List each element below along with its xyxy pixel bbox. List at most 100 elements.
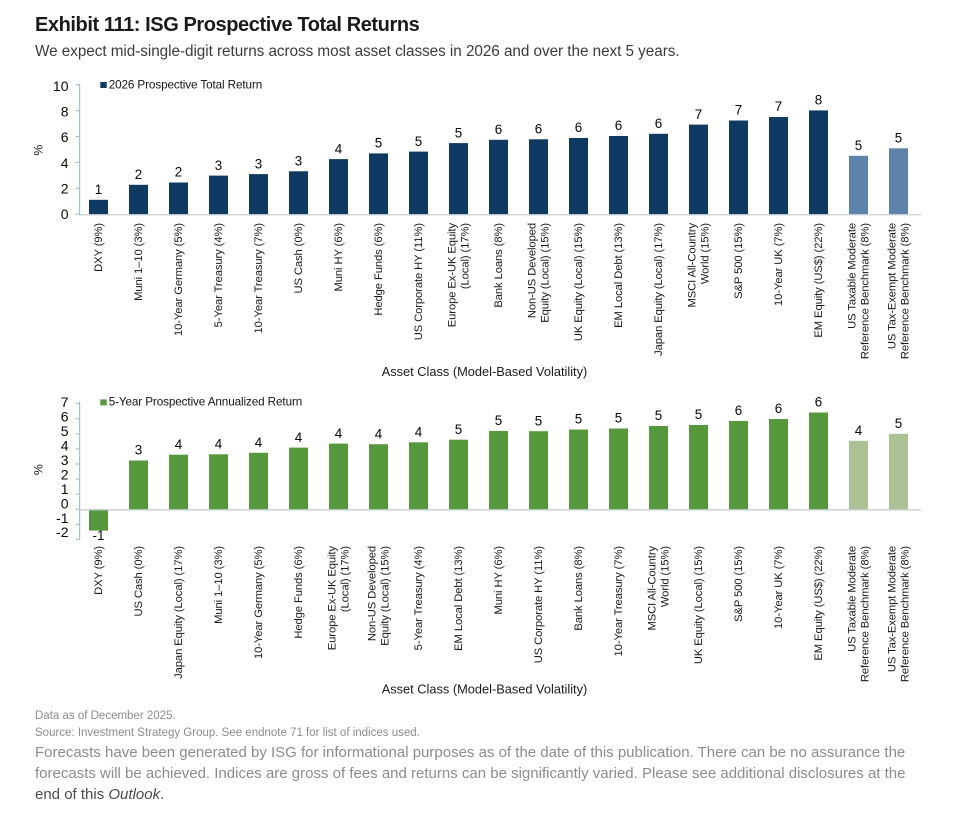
svg-text:0: 0 [61, 206, 69, 222]
svg-text:4: 4 [295, 430, 303, 445]
svg-text:US Cash (0%): US Cash (0%) [293, 223, 305, 294]
svg-text:5: 5 [455, 125, 462, 140]
svg-text:10-Year Germany (5%): 10-Year Germany (5%) [253, 546, 265, 659]
svg-text:-1: -1 [93, 528, 105, 543]
svg-text:EM Equity (US$) (22%): EM Equity (US$) (22%) [813, 223, 825, 338]
svg-text:2026 Prospective Total Return: 2026 Prospective Total Return [109, 78, 262, 91]
svg-text:World (15%): World (15%) [699, 223, 711, 284]
svg-text:5: 5 [655, 408, 662, 423]
svg-text:5: 5 [535, 413, 542, 428]
svg-text:2: 2 [135, 167, 142, 182]
svg-text:4: 4 [175, 437, 183, 452]
svg-text:7: 7 [735, 103, 742, 118]
svg-text:4: 4 [335, 426, 343, 441]
svg-text:4: 4 [415, 425, 423, 440]
svg-text:10: 10 [53, 78, 69, 94]
svg-text:4: 4 [375, 426, 383, 441]
svg-text:Hedge Funds (6%): Hedge Funds (6%) [293, 546, 305, 639]
svg-text:4: 4 [61, 155, 69, 171]
svg-text:2: 2 [61, 180, 69, 196]
svg-text:3: 3 [215, 158, 222, 173]
svg-text:6: 6 [61, 129, 69, 145]
svg-text:3: 3 [255, 156, 262, 171]
svg-text:Asset Class (Model-Based Volat: Asset Class (Model-Based Volatility) [382, 682, 588, 697]
svg-text:(Local) (17%): (Local) (17%) [459, 223, 471, 289]
svg-text:Reference Benchmark (8%): Reference Benchmark (8%) [899, 546, 911, 682]
svg-text:Reference Benchmark (8%): Reference Benchmark (8%) [859, 223, 871, 359]
svg-text:1: 1 [95, 182, 102, 197]
svg-text:EM Local Debt (13%): EM Local Debt (13%) [453, 546, 465, 651]
svg-text:5: 5 [375, 136, 382, 151]
svg-text:%: % [31, 464, 45, 475]
svg-text:UK Equity (Local) (15%): UK Equity (Local) (15%) [573, 223, 585, 342]
svg-text:Equity (Local) (15%): Equity (Local) (15%) [379, 546, 391, 646]
svg-text:Asset Class (Model-Based Volat: Asset Class (Model-Based Volatility) [382, 364, 588, 379]
svg-text:2: 2 [61, 466, 69, 482]
svg-text:Muni HY (6%): Muni HY (6%) [493, 546, 505, 615]
svg-text:5: 5 [895, 416, 902, 431]
svg-text:4: 4 [215, 437, 223, 452]
svg-text:10-Year UK (7%): 10-Year UK (7%) [773, 223, 785, 306]
svg-text:1: 1 [61, 481, 69, 497]
svg-text:6: 6 [61, 409, 69, 425]
svg-text:6: 6 [495, 122, 502, 137]
svg-text:5: 5 [455, 422, 462, 437]
svg-text:7: 7 [695, 107, 702, 122]
svg-text:10-Year Treasury (7%): 10-Year Treasury (7%) [613, 546, 625, 657]
svg-text:Europe Ex-UK Equity: Europe Ex-UK Equity [326, 546, 338, 651]
svg-text:2: 2 [175, 165, 182, 180]
svg-text:5: 5 [61, 423, 69, 439]
svg-text:Hedge Funds (6%): Hedge Funds (6%) [373, 223, 385, 316]
svg-text:MSCI All-Country: MSCI All-Country [686, 223, 698, 308]
svg-text:(Local) (17%): (Local) (17%) [339, 546, 351, 612]
svg-text:6: 6 [575, 120, 582, 135]
svg-text:Bank Loans (8%): Bank Loans (8%) [493, 223, 505, 308]
svg-text:US Cash (0%): US Cash (0%) [133, 546, 145, 617]
svg-text:US Taxable Moderate: US Taxable Moderate [846, 223, 858, 329]
svg-text:3: 3 [61, 452, 69, 468]
svg-text:Equity (Local) (15%): Equity (Local) (15%) [539, 223, 551, 323]
svg-text:6: 6 [735, 403, 742, 418]
svg-text:-2: -2 [56, 524, 69, 540]
svg-text:7: 7 [61, 394, 69, 410]
svg-text:MSCI All-Country: MSCI All-Country [646, 546, 658, 631]
svg-text:10-Year Germany (5%): 10-Year Germany (5%) [173, 223, 185, 336]
svg-text:5: 5 [895, 131, 902, 146]
svg-text:Non-US Developed: Non-US Developed [366, 546, 378, 641]
svg-text:6: 6 [615, 118, 622, 133]
svg-text:5: 5 [855, 138, 862, 153]
svg-text:US Tax-Exempt Moderate: US Tax-Exempt Moderate [886, 223, 898, 349]
svg-text:5-Year Prospective Annualized: 5-Year Prospective Annualized Return [109, 396, 302, 409]
svg-text:US Corporate HY (11%): US Corporate HY (11%) [413, 223, 425, 341]
svg-text:Muni 1–10 (3%): Muni 1–10 (3%) [213, 546, 225, 624]
svg-text:Bank Loans (8%): Bank Loans (8%) [573, 546, 585, 631]
svg-text:6: 6 [815, 395, 822, 410]
svg-text:3: 3 [135, 443, 142, 458]
svg-text:4: 4 [855, 423, 863, 438]
svg-text:4: 4 [255, 435, 263, 450]
svg-text:US Corporate HY (11%): US Corporate HY (11%) [533, 546, 545, 664]
svg-text:4: 4 [61, 438, 69, 454]
svg-text:S&P 500 (15%): S&P 500 (15%) [733, 223, 745, 299]
svg-text:10-Year UK (7%): 10-Year UK (7%) [773, 546, 785, 629]
svg-text:5: 5 [615, 411, 622, 426]
svg-text:6: 6 [535, 122, 542, 137]
svg-text:EM Local Debt (13%): EM Local Debt (13%) [613, 223, 625, 328]
svg-text:%: % [31, 145, 45, 156]
svg-text:5-Year Treasury (4%): 5-Year Treasury (4%) [413, 546, 425, 651]
svg-text:8: 8 [815, 93, 822, 108]
svg-text:0: 0 [61, 495, 69, 511]
svg-text:DXY (9%): DXY (9%) [93, 223, 105, 272]
svg-text:S&P 500 (15%): S&P 500 (15%) [733, 546, 745, 622]
svg-text:7: 7 [775, 99, 782, 114]
svg-text:DXY (9%): DXY (9%) [93, 546, 105, 595]
svg-text:-1: -1 [56, 510, 69, 526]
svg-text:Japan Equity (Local) (17%): Japan Equity (Local) (17%) [653, 223, 665, 356]
svg-text:5: 5 [695, 407, 702, 422]
svg-text:Japan Equity (Local) (17%): Japan Equity (Local) (17%) [173, 546, 185, 679]
svg-text:UK Equity (Local) (15%): UK Equity (Local) (15%) [693, 546, 705, 665]
svg-text:Europe Ex-UK Equity: Europe Ex-UK Equity [446, 223, 458, 328]
svg-text:3: 3 [295, 154, 302, 169]
svg-text:US Tax-Exempt Moderate: US Tax-Exempt Moderate [886, 546, 898, 672]
svg-text:6: 6 [775, 401, 782, 416]
